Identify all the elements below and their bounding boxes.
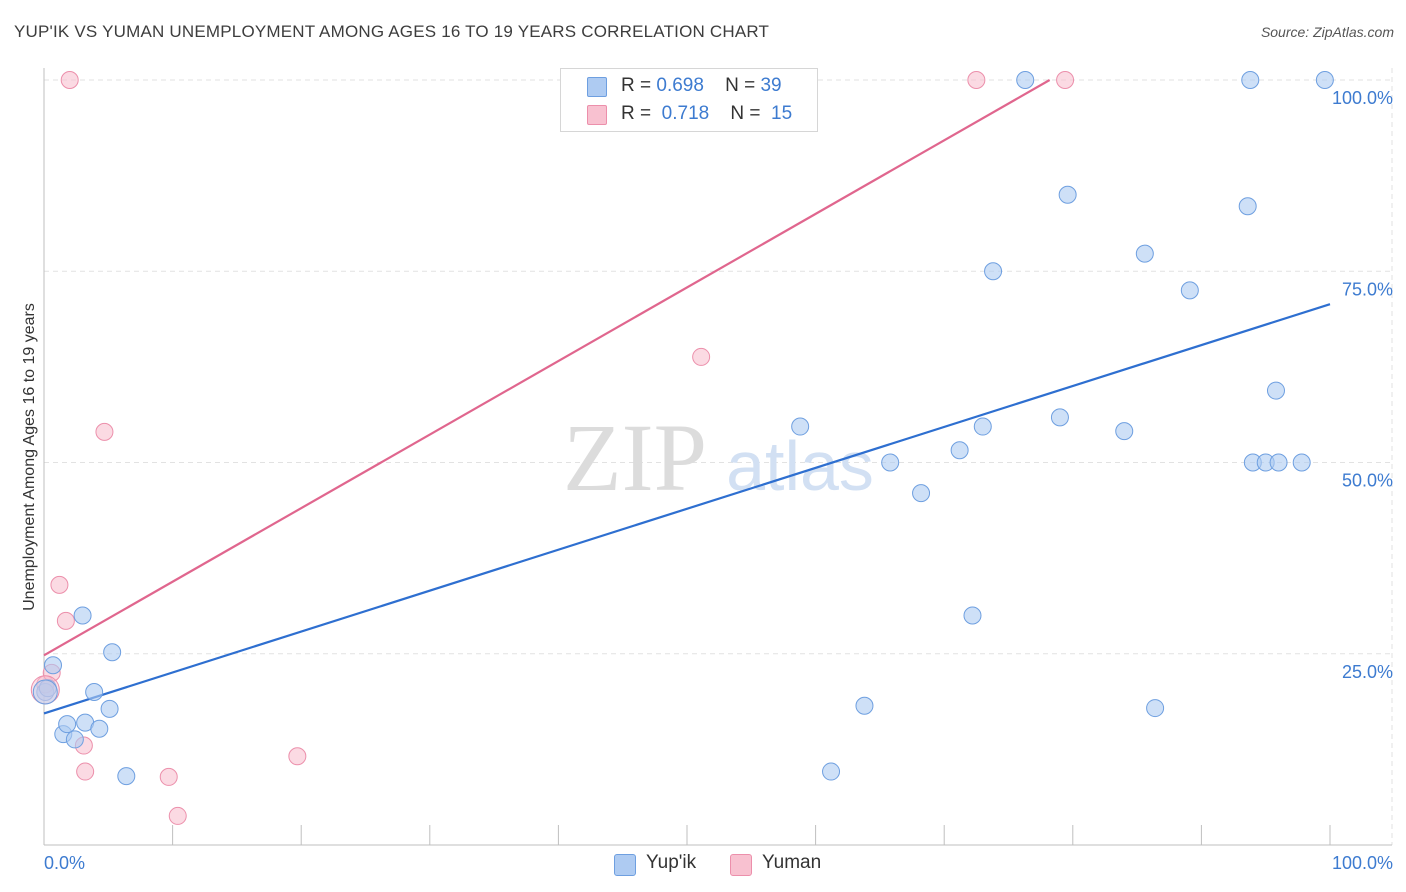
legend-n-label: N = [725, 75, 756, 96]
trend-lines [43, 79, 1331, 715]
yupik-point [973, 417, 992, 436]
x-tick-label: 0.0% [44, 853, 85, 873]
yupik-point [90, 719, 109, 738]
gridlines [44, 68, 1393, 845]
yuman-point [56, 611, 75, 630]
yupik-point [1016, 71, 1035, 89]
yuman-trend-line [43, 79, 1051, 657]
yupik-point [984, 262, 1003, 281]
legend-swatch-yuman [587, 105, 607, 125]
y-tick-label: 25.0% [1342, 662, 1393, 682]
yuman-point [50, 575, 69, 594]
watermark: ZIP atlas [563, 404, 874, 511]
y-tick-label: 50.0% [1342, 471, 1393, 491]
yuman-point [159, 767, 178, 786]
chart-title: YUP'IK VS YUMAN UNEMPLOYMENT AMONG AGES … [14, 22, 770, 41]
legend-n-value: 39 [760, 75, 782, 96]
yupik-point [1241, 71, 1260, 89]
yupik-point [58, 715, 77, 734]
yupik-point [1135, 244, 1154, 263]
yupik-point [791, 417, 810, 436]
correlation-legend: R = 0.698 N = 39 R = 0.718 N = 15 [560, 68, 818, 132]
yuman-point [95, 422, 114, 441]
yupik-point [100, 699, 119, 718]
yupik-trend-line [43, 303, 1331, 715]
yupik-point [1269, 453, 1288, 472]
yupik-point [1238, 197, 1257, 216]
yuman-point [967, 71, 986, 89]
yupik-point [65, 730, 84, 749]
yupik-point [103, 643, 122, 662]
yupik-point [855, 696, 874, 715]
y-tick-label: 100.0% [1332, 88, 1393, 108]
legend-r-value: 0.698 [656, 75, 704, 96]
yupik-point [881, 453, 900, 472]
yuman-point [76, 762, 95, 781]
yuman-point [288, 747, 307, 766]
yupik-point [1058, 185, 1077, 204]
y-tick-label: 75.0% [1342, 279, 1393, 299]
yupik-point [963, 606, 982, 625]
yupik-point [1266, 381, 1285, 400]
legend-r-value: 0.718 [661, 103, 710, 124]
legend-n-value: 15 [771, 103, 793, 124]
yuman-point [168, 806, 187, 825]
yupik-point [1146, 699, 1165, 718]
legend-r-label: R = [621, 75, 652, 96]
tick-labels: 25.0% 50.0% 75.0% 100.0% 0.0% 100.0% [44, 88, 1393, 873]
yuman-point [60, 71, 79, 89]
yupik-point [912, 484, 931, 503]
yupik-point [822, 762, 841, 781]
yuman-point [1056, 71, 1075, 89]
bottom-legend-swatch-yupik [614, 854, 636, 876]
yupik-point [73, 606, 92, 625]
source-credit: Source: ZipAtlas.com [1260, 24, 1394, 40]
yupik-point [950, 441, 969, 460]
legend-n-label: N = [730, 103, 761, 124]
watermark-atlas: atlas [726, 427, 874, 505]
yupik-point [117, 767, 136, 786]
yuman-point [692, 347, 711, 366]
axes [43, 68, 1392, 846]
yupik-point [85, 683, 104, 701]
legend-r-label: R = [621, 103, 652, 124]
bottom-legend-label-yuman: Yuman [762, 852, 822, 873]
yupik-point [1050, 408, 1069, 427]
legend-swatch-yupik [587, 77, 607, 97]
watermark-zip: ZIP [563, 404, 707, 511]
x-tick-label: 100.0% [1332, 853, 1393, 873]
bottom-legend-label-yupik: Yup'ik [646, 852, 697, 873]
yupik-point [32, 679, 58, 705]
data-points [30, 71, 1334, 825]
yupik-point [1180, 281, 1199, 300]
yupik-point [1292, 453, 1311, 472]
yupik-point [1315, 71, 1334, 89]
yupik-point [1115, 422, 1134, 441]
yupik-point [44, 656, 63, 675]
bottom-legend-swatch-yuman [730, 854, 752, 876]
